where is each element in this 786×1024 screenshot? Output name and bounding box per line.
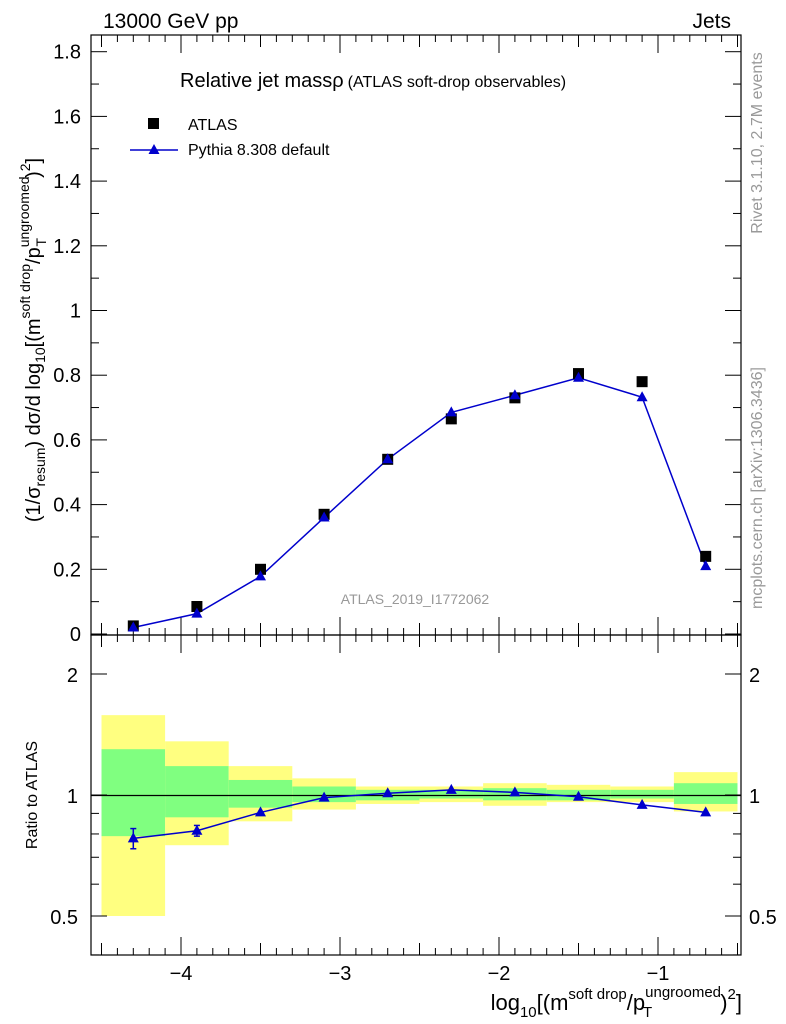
main-y-tick-label: 1.4 bbox=[53, 171, 81, 193]
ratio-y-tick-label: 1 bbox=[67, 786, 78, 808]
mcplots-label: mcplots.cern.ch [arXiv:1306.3436] bbox=[749, 367, 766, 609]
process-label: Jets bbox=[692, 10, 731, 33]
pythia-ratio-point bbox=[636, 798, 648, 809]
legend-label-atlas: ATLAS bbox=[188, 117, 238, 134]
pythia-ratio-point bbox=[191, 824, 203, 835]
legend-marker-pythia bbox=[148, 144, 160, 154]
main-y-tick-label: 0.6 bbox=[53, 430, 81, 452]
main-y-tick-label: 1.6 bbox=[53, 106, 81, 128]
main-y-tick-label: 0 bbox=[70, 624, 81, 646]
ratio-y-tick-label: 2 bbox=[67, 665, 78, 687]
pythia-ratio-point bbox=[445, 783, 457, 794]
plot-title: Relative jet massρ (ATLAS soft-drop obser… bbox=[180, 70, 566, 92]
pythia-ratio-point bbox=[700, 806, 712, 817]
stat-uncertainty-band bbox=[165, 766, 229, 818]
ratio-data-layer bbox=[127, 783, 712, 850]
pythia-ratio-point bbox=[509, 786, 521, 797]
main-y-axis-title: (1/σresum) dσ/d log10[(msoft drop/pungro… bbox=[16, 158, 49, 522]
atlas-data-point bbox=[636, 376, 648, 388]
plot-title-main: Relative jet massρ bbox=[180, 70, 344, 92]
plot-title-sub: (ATLAS soft-drop observables) bbox=[348, 74, 566, 91]
ratio-panel: 0.5 0.5 1 1 2 2 −4 −3 −2 −1 Ratio to ATLAS log10… bbox=[24, 635, 777, 1021]
pythia-ratio-point bbox=[127, 832, 139, 843]
stat-uncertainty-band bbox=[419, 789, 484, 799]
main-y-tick-labels: 0 0.2 0.4 0.6 0.8 1 1.2 1.4 1.6 1.8 bbox=[53, 42, 81, 646]
ratio-y-tick-labels: 0.5 0.5 1 1 2 2 bbox=[50, 665, 777, 929]
pythia-point bbox=[191, 607, 203, 618]
x-tick-label: −2 bbox=[488, 963, 511, 985]
pythia-point bbox=[445, 406, 457, 417]
main-panel: 0 0.2 0.4 0.6 0.8 1 1.2 1.4 1.6 1.8 Relative jet … bbox=[16, 35, 741, 646]
pythia-point bbox=[127, 621, 139, 632]
energy-label: 13000 GeV pp bbox=[103, 10, 238, 33]
ratio-y-tick-label-right: 1 bbox=[749, 786, 760, 808]
ratio-y-tick-label-right: 2 bbox=[749, 665, 760, 687]
legend: ATLAS Pythia 8.308 default bbox=[130, 117, 330, 159]
pythia-point bbox=[255, 570, 266, 581]
stat-uncertainty-band bbox=[101, 749, 166, 837]
pythia-point bbox=[573, 371, 584, 382]
main-y-tick-label: 1.8 bbox=[53, 42, 81, 64]
legend-label-pythia: Pythia 8.308 default bbox=[188, 142, 330, 159]
pythia-point bbox=[382, 453, 394, 464]
atlas-data-point bbox=[700, 550, 712, 562]
pythia-point bbox=[636, 391, 648, 402]
x-tick-label: −1 bbox=[647, 963, 670, 985]
main-y-tick-label: 0.8 bbox=[53, 365, 81, 387]
rivet-version-label: Rivet 3.1.10, 2.7M events bbox=[749, 52, 766, 233]
pythia-ratio-point bbox=[318, 791, 330, 802]
stat-uncertainty-band bbox=[610, 789, 674, 799]
stat-uncertainty-band bbox=[673, 783, 738, 804]
pythia-ratio-point bbox=[255, 806, 266, 817]
ratio-y-tick-label: 0.5 bbox=[50, 907, 78, 929]
pythia-ratio-point bbox=[382, 787, 394, 798]
stat-uncertainty-band bbox=[228, 779, 293, 808]
atlas-data-point bbox=[191, 601, 203, 613]
main-y-tick-label: 1 bbox=[70, 301, 81, 323]
pythia-curve bbox=[133, 377, 707, 629]
atlas-data-point bbox=[255, 563, 266, 575]
main-y-tick-label: 1.2 bbox=[53, 236, 81, 258]
main-axis-ticks bbox=[91, 35, 741, 635]
x-axis-title: log10[(msoft drop/pungroomed T)2] bbox=[491, 984, 742, 1021]
ratio-y-axis-title: Ratio to ATLAS bbox=[24, 741, 41, 849]
main-data-layer bbox=[127, 368, 712, 632]
ratio-axis-ticks bbox=[91, 635, 741, 956]
x-tick-label: −3 bbox=[329, 963, 352, 985]
main-y-tick-label: 0.2 bbox=[53, 559, 81, 581]
pythia-point bbox=[700, 560, 712, 571]
main-y-tick-label: 0.4 bbox=[53, 495, 81, 517]
x-tick-label: −4 bbox=[170, 963, 193, 985]
legend-marker-atlas bbox=[148, 118, 159, 129]
pythia-point bbox=[318, 511, 330, 522]
x-tick-labels: −4 −3 −2 −1 bbox=[170, 963, 670, 985]
pythia-ratio-curve bbox=[133, 789, 706, 840]
ratio-frame bbox=[90, 634, 742, 956]
ratio-uncertainty-bands bbox=[101, 715, 738, 916]
atlas-data-point bbox=[445, 413, 457, 425]
ratio-y-tick-label-right: 0.5 bbox=[749, 907, 777, 929]
analysis-id-watermark: ATLAS_2019_I1772062 bbox=[341, 591, 490, 607]
pythia-point bbox=[509, 389, 521, 400]
pythia-ratio-point bbox=[573, 790, 584, 801]
